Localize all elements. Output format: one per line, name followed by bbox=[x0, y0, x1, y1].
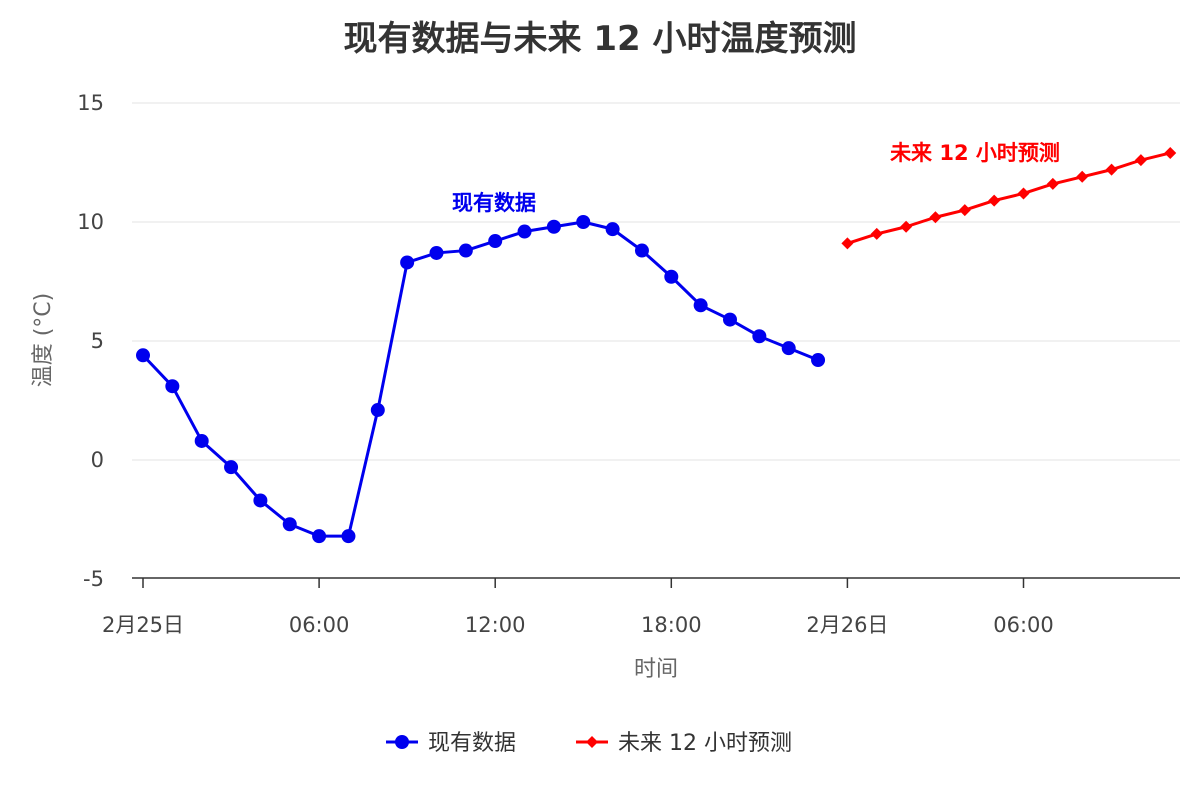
y-tick-label: 15 bbox=[77, 91, 104, 115]
data-point bbox=[634, 243, 649, 258]
y-tick-label: 5 bbox=[91, 329, 104, 353]
data-point bbox=[224, 460, 239, 475]
gridlines bbox=[132, 102, 1180, 461]
y-tick-label: -5 bbox=[83, 567, 104, 591]
data-point bbox=[458, 243, 473, 258]
data-point bbox=[1017, 187, 1030, 200]
x-tick-label: 2月26日 bbox=[806, 613, 888, 637]
legend-label: 未来 12 小时预测 bbox=[618, 731, 792, 756]
series-annotation: 未来 12 小时预测 bbox=[890, 141, 1060, 165]
data-point bbox=[605, 222, 620, 237]
legend-marker bbox=[395, 735, 409, 749]
series-line bbox=[141, 220, 819, 538]
y-axis-ticks: 15 10 5 0 -5 bbox=[77, 91, 104, 591]
legend-item: 现有数据 bbox=[386, 731, 516, 756]
data-point bbox=[1076, 170, 1089, 183]
data-point bbox=[282, 517, 297, 532]
data-point bbox=[253, 493, 268, 508]
data-point bbox=[517, 224, 532, 239]
data-point bbox=[958, 204, 971, 217]
x-tick-label: 18:00 bbox=[641, 613, 702, 637]
series-1 bbox=[841, 146, 1177, 250]
data-point bbox=[870, 227, 883, 240]
legend: 现有数据 未来 12 小时预测 bbox=[386, 731, 792, 756]
series-0 bbox=[136, 215, 826, 544]
x-axis-ticks: 2月25日 06:00 12:00 18:00 2月26日 06:00 bbox=[102, 578, 1054, 637]
data-point bbox=[1105, 163, 1118, 176]
x-tick-label: 06:00 bbox=[993, 613, 1054, 637]
data-point bbox=[488, 234, 503, 249]
y-axis-title: 温度 (°C) bbox=[31, 293, 56, 388]
chart-title: 现有数据与未来 12 小时温度预测 bbox=[344, 19, 857, 59]
data-point bbox=[400, 255, 415, 270]
data-point bbox=[136, 348, 150, 363]
series-layer bbox=[136, 146, 1177, 544]
data-point bbox=[1164, 146, 1177, 159]
x-axis-title: 时间 bbox=[634, 657, 678, 682]
legend-item: 未来 12 小时预测 bbox=[576, 731, 792, 756]
data-point bbox=[900, 220, 913, 233]
data-point bbox=[1046, 177, 1059, 190]
x-tick-label: 2月25日 bbox=[102, 613, 184, 637]
data-point bbox=[841, 237, 854, 250]
data-point bbox=[929, 211, 942, 224]
data-point bbox=[546, 219, 561, 234]
data-point bbox=[165, 379, 180, 394]
data-point bbox=[312, 529, 327, 544]
x-tick-label: 06:00 bbox=[289, 613, 350, 637]
data-point bbox=[576, 215, 591, 229]
x-tick-label: 12:00 bbox=[465, 613, 526, 637]
y-tick-label: 10 bbox=[77, 210, 104, 234]
legend-marker bbox=[586, 736, 598, 748]
data-point bbox=[341, 529, 356, 544]
data-point bbox=[723, 312, 737, 327]
data-point bbox=[988, 194, 1001, 207]
data-point bbox=[1134, 154, 1147, 167]
annotations: 现有数据 未来 12 小时预测 bbox=[452, 141, 1060, 215]
series-annotation: 现有数据 bbox=[452, 191, 536, 215]
data-point bbox=[370, 403, 385, 418]
y-tick-label: 0 bbox=[91, 448, 104, 472]
legend-label: 现有数据 bbox=[428, 731, 516, 756]
data-point bbox=[664, 269, 679, 284]
data-point bbox=[752, 329, 767, 344]
data-point bbox=[194, 433, 209, 448]
data-point bbox=[781, 341, 796, 356]
data-point bbox=[811, 353, 826, 368]
data-point bbox=[429, 245, 444, 260]
data-point bbox=[693, 298, 708, 313]
series-line bbox=[846, 151, 1171, 245]
